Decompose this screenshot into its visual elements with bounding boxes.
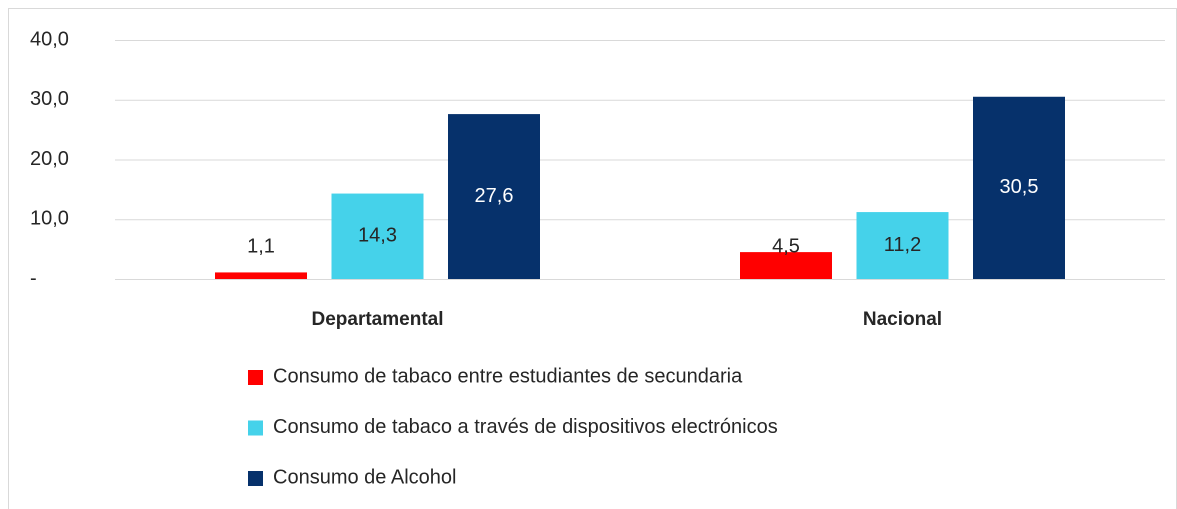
value-label: 11,2 [884, 234, 921, 256]
value-label: 1,1 [247, 235, 275, 257]
value-label: 30,5 [1000, 176, 1039, 198]
bar [448, 114, 540, 279]
legend-label: Consumo de Alcohol [273, 466, 456, 488]
bar [740, 252, 832, 279]
value-label: 4,5 [772, 235, 800, 257]
legend-swatch [248, 370, 263, 385]
legend-swatch [248, 420, 263, 436]
bar [856, 212, 949, 279]
legend-swatch [248, 471, 263, 486]
value-label: 27,6 [475, 185, 514, 207]
y-tick-label: - [30, 267, 37, 289]
y-tick-label: 30,0 [30, 88, 69, 110]
y-tick-label: 40,0 [30, 28, 69, 50]
bar [215, 272, 307, 279]
y-tick-label: 20,0 [30, 148, 69, 170]
x-tick-label: Departamental [312, 309, 444, 330]
legend-label: Consumo de tabaco a través de dispositiv… [273, 416, 778, 438]
bar [973, 96, 1065, 279]
bar [331, 193, 424, 279]
legend-label: Consumo de tabaco entre estudiantes de s… [273, 365, 743, 387]
value-label: 14,3 [358, 225, 397, 247]
y-tick-label: 10,0 [30, 208, 69, 230]
x-tick-label: Nacional [863, 309, 942, 330]
